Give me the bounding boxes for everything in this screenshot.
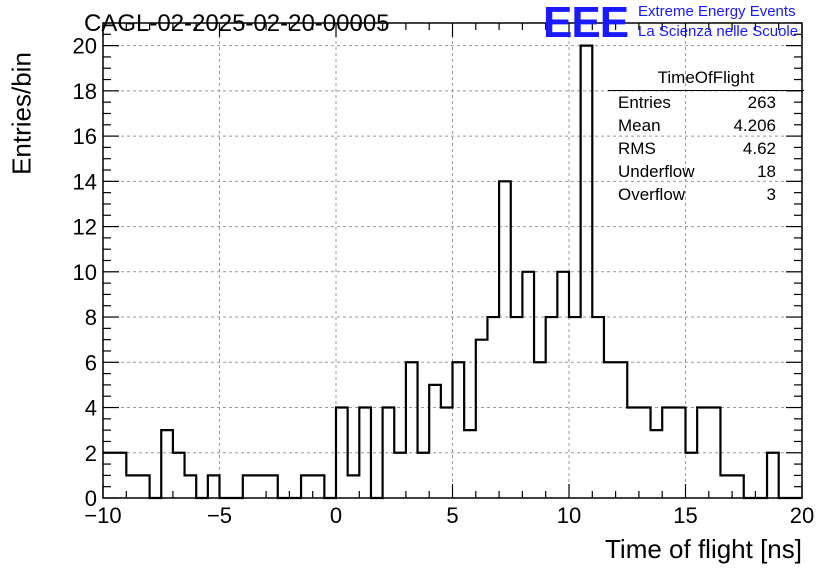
histogram-bin — [208, 475, 220, 498]
x-tick-label: 10 — [557, 503, 581, 528]
logo-line-2: La Scienza nelle Scuole — [638, 23, 799, 40]
histogram-bin — [173, 453, 185, 498]
stats-value: 4.62 — [742, 139, 776, 158]
histogram-bin — [406, 362, 418, 498]
y-tick-label: 18 — [73, 79, 97, 104]
histogram-bin — [243, 475, 255, 498]
stats-row-rms: RMS 4.62 — [610, 137, 806, 160]
y-tick-label: 16 — [73, 124, 97, 149]
histogram-bin — [604, 362, 616, 498]
logo-line-1: Extreme Energy Events — [638, 3, 796, 20]
grid-lines — [103, 23, 802, 498]
stats-row-entries: Entries 263 — [610, 91, 806, 114]
histogram-bin — [534, 362, 546, 498]
histogram-bin — [499, 181, 511, 498]
stats-value: 4.206 — [733, 116, 776, 135]
histogram-bin — [254, 475, 266, 498]
histogram-bin — [453, 362, 465, 498]
histogram-bin — [429, 385, 441, 498]
stats-value: 18 — [757, 162, 776, 181]
histogram-bin — [126, 475, 138, 498]
histogram-bin — [557, 272, 569, 498]
y-axis-label: Entries/bin — [6, 52, 37, 175]
stats-title: TimeOfFlight — [608, 68, 804, 91]
histogram-bin — [185, 475, 197, 498]
y-tick-label: 4 — [85, 396, 97, 421]
y-tick-label: 14 — [73, 169, 97, 194]
histogram-bin — [348, 475, 360, 498]
y-tick-label: 6 — [85, 350, 97, 375]
stats-row-overflow: Overflow 3 — [610, 183, 806, 206]
x-tick-label: 0 — [330, 503, 342, 528]
histogram-bin — [313, 475, 325, 498]
histogram-bin — [686, 453, 698, 498]
x-tick-labels: −10 −5 0 5 10 15 20 — [84, 503, 814, 528]
y-tick-label: 12 — [73, 215, 97, 240]
x-axis-label: Time of flight [ns] — [605, 534, 802, 564]
stats-row-underflow: Underflow 18 — [610, 160, 806, 183]
y-tick-label: 10 — [73, 260, 97, 285]
x-tick-label: −10 — [84, 503, 121, 528]
stats-row-mean: Mean 4.206 — [610, 114, 806, 137]
chart-title: CAGL-02-2025-02-20-00005 — [84, 10, 390, 37]
histogram-bin — [266, 475, 278, 498]
histogram-bin — [115, 453, 127, 498]
histogram-bin — [616, 362, 628, 498]
x-tick-label: 5 — [446, 503, 458, 528]
y-tick-labels: 0 2 4 6 8 10 12 14 16 18 20 — [73, 34, 97, 511]
y-tick-label: 2 — [85, 441, 97, 466]
histogram-bin — [720, 475, 732, 498]
x-tick-label: 15 — [673, 503, 697, 528]
stats-label: Underflow — [618, 162, 695, 181]
stats-label: Mean — [618, 116, 661, 135]
axis-ticks — [102, 22, 803, 499]
histogram-bin — [394, 453, 406, 498]
histogram-bin — [651, 430, 663, 498]
histogram-bin — [464, 430, 476, 498]
stats-value: 3 — [766, 185, 776, 204]
y-tick-label: 0 — [85, 486, 97, 511]
y-tick-label: 20 — [73, 34, 97, 59]
x-tick-label: −5 — [207, 503, 232, 528]
histogram-bin — [476, 340, 488, 498]
histogram-bin — [418, 453, 430, 498]
histogram-bin — [138, 475, 150, 498]
y-tick-label: 8 — [85, 305, 97, 330]
histogram-bin — [732, 475, 744, 498]
histogram-bin — [161, 430, 173, 498]
x-tick-label: 20 — [790, 503, 814, 528]
stats-label: Overflow — [618, 185, 686, 204]
histogram-bin — [767, 453, 779, 498]
stats-value: 263 — [747, 93, 776, 112]
stats-label: RMS — [618, 139, 656, 158]
histogram-bin — [301, 475, 313, 498]
eee-logo: EEE — [543, 0, 629, 47]
stats-box: TimeOfFlight Entries 263 Mean 4.206 RMS … — [608, 68, 806, 206]
stats-label: Entries — [618, 93, 671, 112]
histogram-bin — [522, 272, 534, 498]
